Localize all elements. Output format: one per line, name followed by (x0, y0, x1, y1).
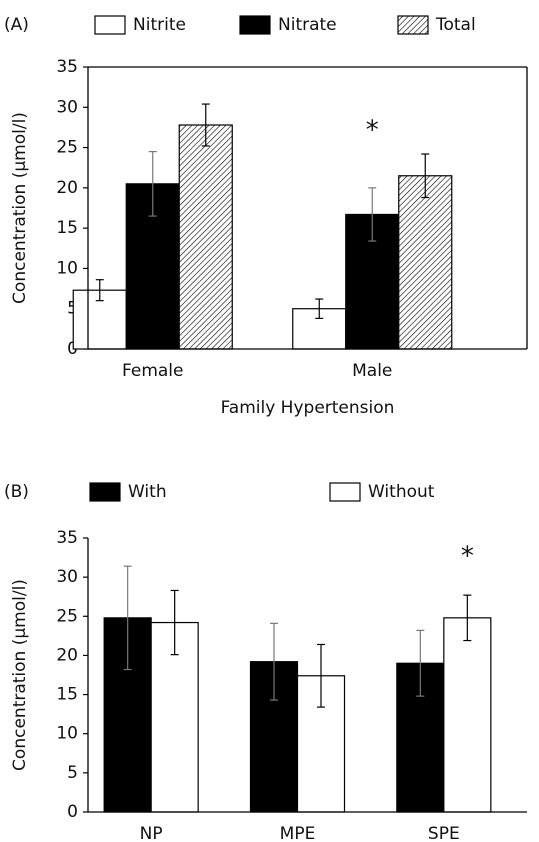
error-bar (148, 151, 157, 217)
legend-label: Without (368, 482, 435, 502)
legend-label: With (128, 482, 167, 502)
y-tick-label: 0 (67, 339, 78, 359)
annotation: * (461, 542, 474, 572)
error-bar (95, 279, 104, 302)
legend-label: Nitrite (133, 15, 186, 35)
legend-swatch (239, 15, 271, 35)
error-bar (315, 298, 324, 319)
annotation: * (366, 115, 379, 145)
legend-label: Total (435, 15, 476, 35)
error-bar (270, 622, 278, 701)
x-tick-label: Female (122, 361, 183, 381)
x-tick-label: MPE (280, 824, 316, 842)
y-tick-label: 30 (56, 97, 78, 117)
bar (398, 175, 453, 350)
y-axis-label: Concentration (µmol/l) (10, 579, 30, 771)
y-tick-label: 5 (67, 299, 78, 319)
bar (178, 124, 233, 350)
x-tick-label: SPE (428, 824, 460, 842)
y-tick-label: 25 (56, 606, 78, 626)
legend-swatch (397, 15, 429, 35)
y-tick-label: 20 (56, 178, 78, 198)
x-tick-label: Male (352, 361, 392, 381)
y-tick-label: 5 (67, 763, 78, 783)
legend-swatch (94, 15, 126, 35)
y-tick-label: 15 (56, 218, 78, 238)
error-bar (123, 565, 132, 671)
error-bar (368, 187, 377, 242)
legend-label: Nitrate (278, 15, 337, 35)
y-tick-label: 0 (67, 802, 78, 822)
y-tick-label: 25 (56, 138, 78, 158)
legend-swatch (329, 482, 361, 502)
legend-swatch (89, 482, 121, 502)
y-tick-label: 10 (56, 258, 78, 278)
x-tick-label: NP (140, 824, 163, 842)
error-bar (170, 589, 179, 656)
x-axis-label: Family Hypertension (221, 398, 395, 418)
panel-label: (A) (4, 15, 29, 35)
y-tick-label: 35 (56, 528, 78, 548)
error-bar (463, 594, 472, 642)
error-bar (416, 629, 425, 697)
y-tick-label: 15 (56, 685, 78, 705)
y-tick-label: 10 (56, 724, 78, 744)
error-bar (421, 153, 430, 199)
y-tick-label: 20 (56, 645, 78, 665)
error-bar (201, 103, 210, 147)
panel-label: (B) (4, 482, 29, 502)
error-bar (317, 643, 325, 708)
y-tick-label: 30 (56, 567, 78, 587)
y-tick-label: 35 (56, 57, 78, 77)
y-axis-label: Concentration (µmol/l) (10, 112, 30, 304)
bar (443, 617, 492, 813)
